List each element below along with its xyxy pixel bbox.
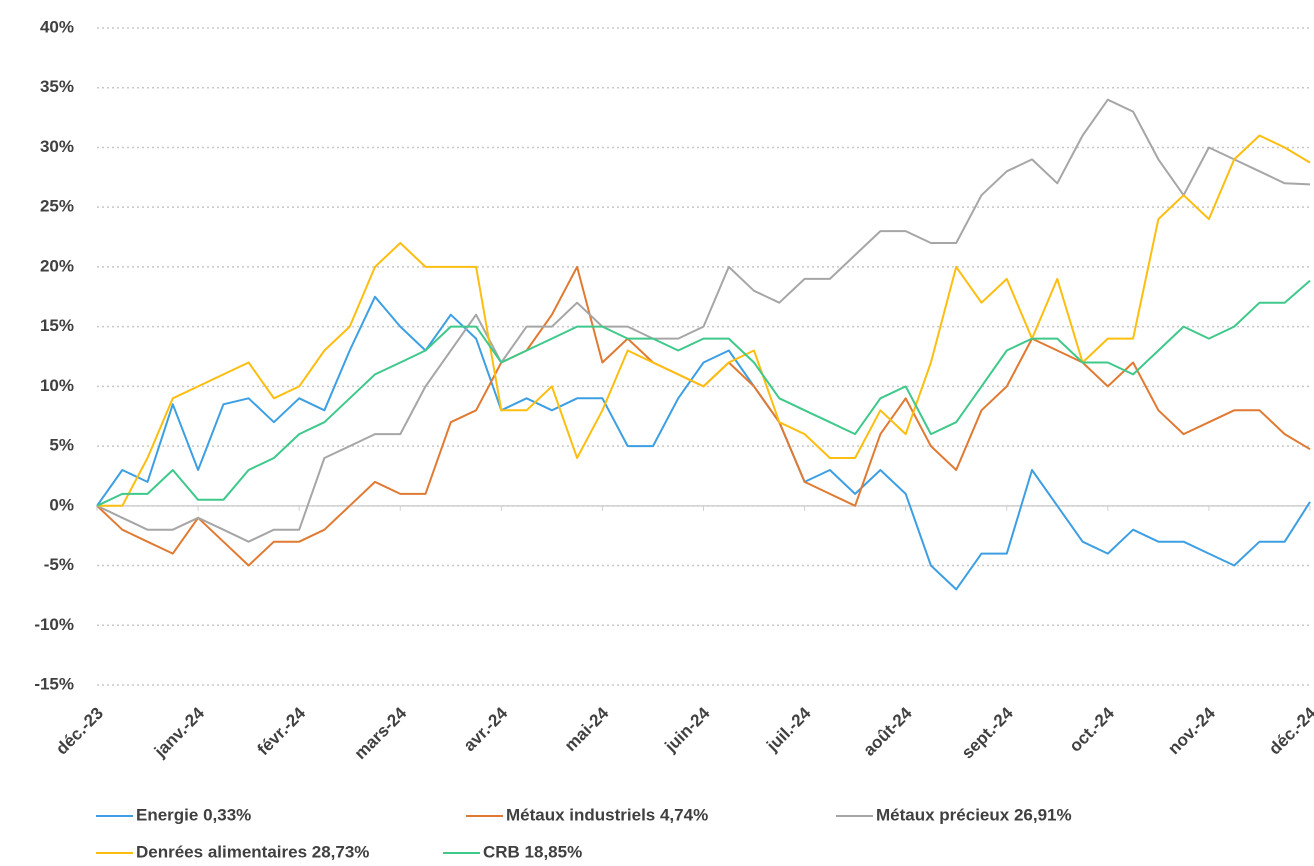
x-tick-label: févr.-24 xyxy=(254,703,310,759)
legend-label: CRB 18,85% xyxy=(483,842,582,861)
y-tick-label: 15% xyxy=(40,316,74,335)
y-tick-label: 5% xyxy=(49,436,74,455)
x-tick-label: mai-24 xyxy=(561,703,613,755)
series-line xyxy=(96,279,1311,507)
y-tick-label: -15% xyxy=(34,674,74,693)
y-tick-label: 25% xyxy=(40,197,74,216)
x-tick-label: août-24 xyxy=(859,703,916,760)
x-tick-label: nov.-24 xyxy=(1164,703,1219,758)
x-tick-label: sept.-24 xyxy=(958,703,1017,762)
x-tick-label: avr.-24 xyxy=(460,703,512,755)
y-tick-label: -5% xyxy=(44,555,74,574)
y-tick-label: -10% xyxy=(34,615,74,634)
x-tick-label: mars-24 xyxy=(351,703,411,763)
x-tick-label: oct.-24 xyxy=(1066,703,1119,756)
y-tick-label: 10% xyxy=(40,376,74,395)
y-tick-label: 40% xyxy=(40,17,74,36)
x-tick-label: juil.-24 xyxy=(762,703,815,756)
legend-label: Métaux industriels 4,74% xyxy=(506,805,708,824)
x-tick-label: déc.-24 xyxy=(1265,703,1314,758)
x-tick-label: juin-24 xyxy=(661,703,714,756)
legend-label: Energie 0,33% xyxy=(136,805,251,824)
y-tick-label: 0% xyxy=(49,495,74,514)
y-tick-label: 35% xyxy=(40,77,74,96)
legend-label: Métaux précieux 26,91% xyxy=(876,805,1072,824)
series-line xyxy=(97,134,1311,507)
y-tick-label: 20% xyxy=(40,256,74,275)
y-tick-label: 30% xyxy=(40,137,74,156)
legend-label: Denrées alimentaires 28,73% xyxy=(136,842,369,861)
x-tick-label: déc.-23 xyxy=(52,704,107,759)
series-line xyxy=(96,98,1311,543)
series-line xyxy=(96,295,1311,591)
x-tick-label: janv.-24 xyxy=(150,703,208,761)
